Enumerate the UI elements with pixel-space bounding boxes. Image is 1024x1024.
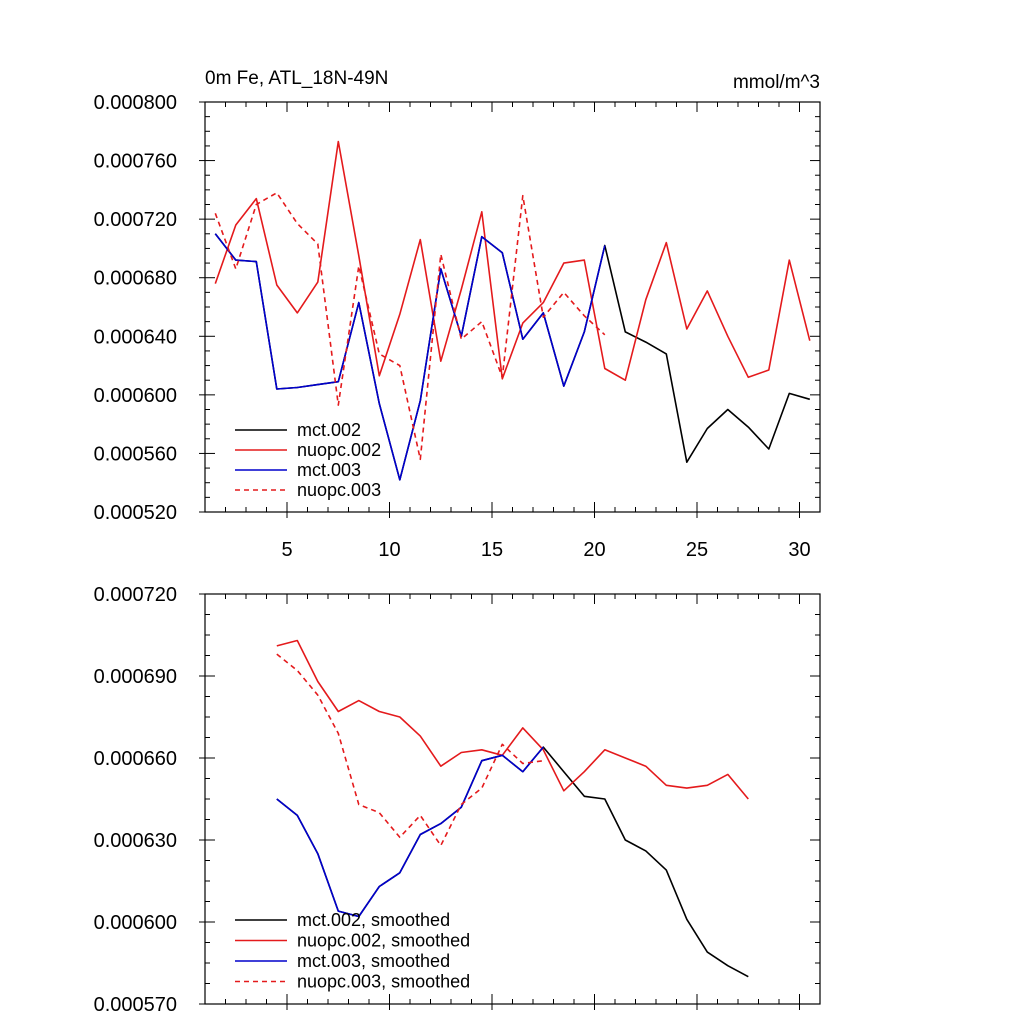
top-panel-chart: 0m Fe, ATL_18N-49N mmol/m^3 5 10 15 20 25 30 0…: [94, 68, 821, 561]
bottom-series-line-2: [276, 639, 749, 800]
bottom-y-tick-label: 0.000660: [94, 748, 177, 770]
bottom-y-tick-label: 0.000600: [94, 912, 177, 934]
bottom-y-tick-label: 0.000720: [94, 584, 177, 606]
top-x-tick-label: 10: [378, 539, 400, 561]
bottom-series-line-3: [276, 746, 544, 918]
bottom-legend-label-2: nuopc.002, smoothed: [297, 931, 470, 951]
top-legend-label-1: mct.002: [297, 420, 361, 440]
top-legend-label-2: nuopc.002: [297, 440, 381, 460]
top-x-tick-label: 15: [481, 539, 503, 561]
top-x-tick-label: 25: [686, 539, 708, 561]
top-legend-label-4: nuopc.003: [297, 480, 381, 500]
top-series-line-3: [214, 233, 606, 481]
bottom-y-tick-label: 0.000570: [94, 994, 177, 1016]
top-x-tick-label: 20: [583, 539, 605, 561]
top-y-tick-label: 0.000600: [94, 385, 177, 407]
bottom-legend-label-4: nuopc.003, smoothed: [297, 972, 470, 992]
top-chart-units: mmol/m^3: [733, 72, 820, 93]
top-y-tick-label: 0.000800: [94, 92, 177, 114]
top-y-tick-label: 0.000760: [94, 151, 177, 173]
top-y-tick-label: 0.000720: [94, 209, 177, 231]
top-chart-title: 0m Fe, ATL_18N-49N: [205, 68, 388, 89]
bottom-y-tick-label: 0.000630: [94, 830, 177, 852]
bottom-legend-label-3: mct.003, smoothed: [297, 951, 450, 971]
top-y-tick-label: 0.000680: [94, 268, 177, 290]
bottom-series-line-4: [276, 653, 544, 847]
top-y-tick-label: 0.000640: [94, 326, 177, 348]
bottom-panel-chart: 0.000570 0.000600 0.000630 0.000660 0.000690…: [94, 584, 821, 1016]
top-series-line-2: [214, 140, 811, 382]
top-legend-label-3: mct.003: [297, 460, 361, 480]
top-y-tick-label: 0.000560: [94, 443, 177, 465]
top-y-tick-label: 0.000520: [94, 502, 177, 524]
bottom-y-tick-label: 0.000690: [94, 666, 177, 688]
top-x-tick-label: 5: [281, 539, 292, 561]
top-x-tick-label: 30: [788, 539, 810, 561]
bottom-legend-label-1: mct.002, smoothed: [297, 910, 450, 930]
top-series-line-4: [214, 192, 606, 461]
